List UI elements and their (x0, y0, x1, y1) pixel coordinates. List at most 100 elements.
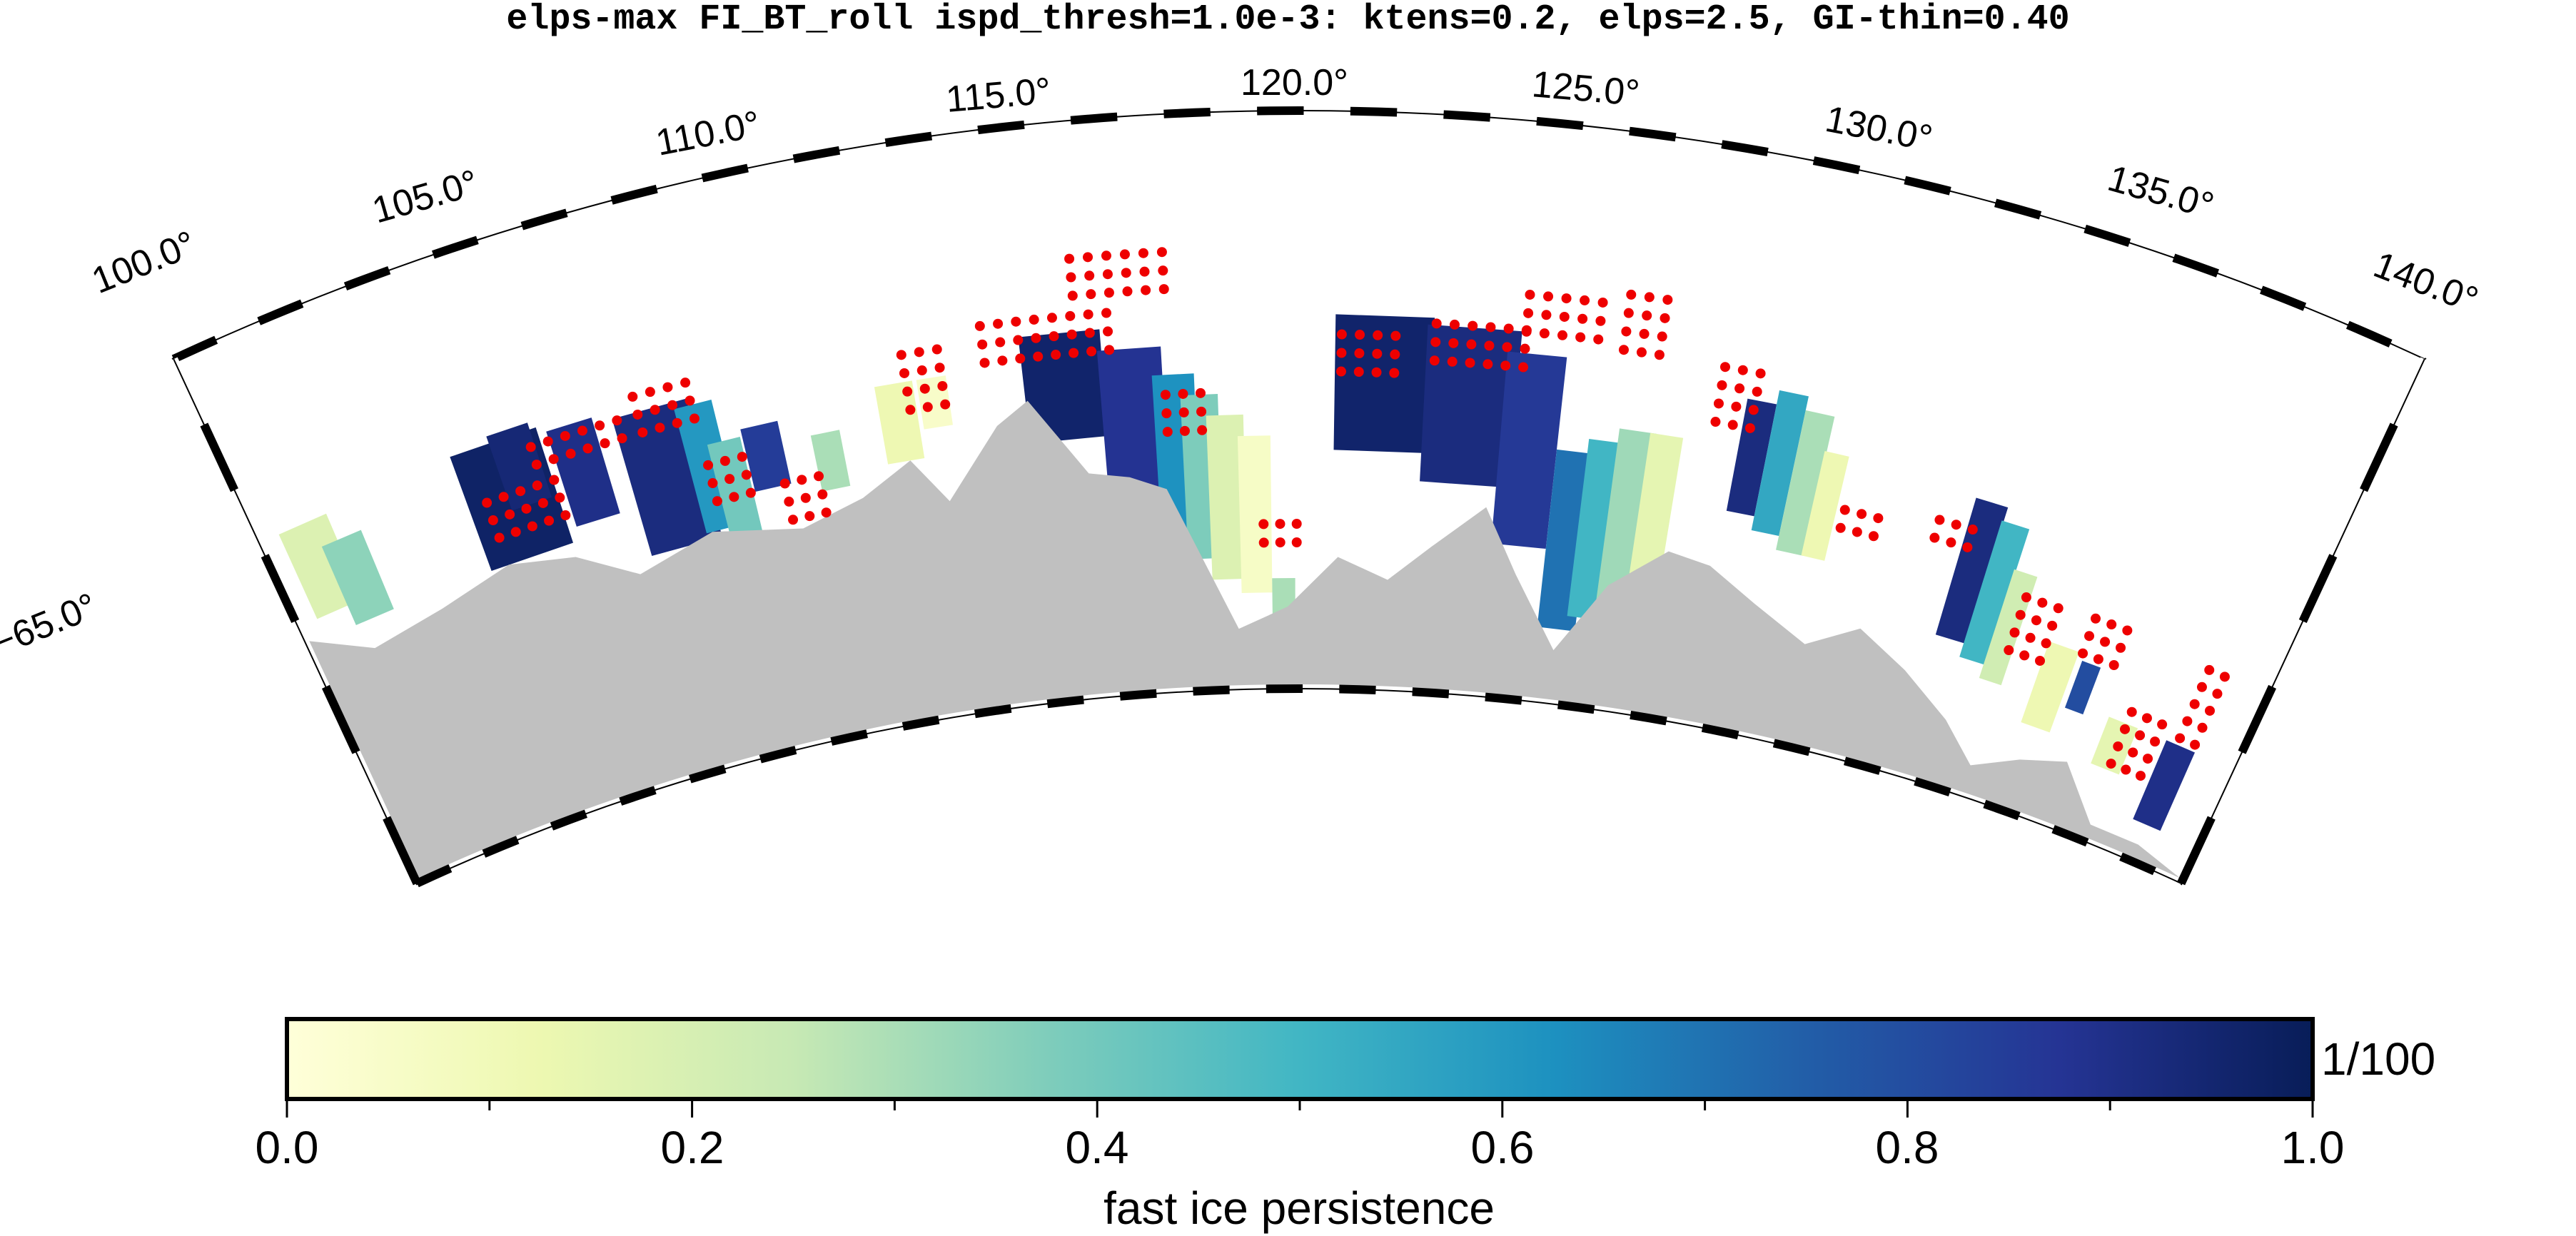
grounded-iceberg-marker (1710, 417, 1721, 427)
grounded-iceberg-marker (1195, 387, 1206, 398)
grounded-iceberg-marker (2106, 759, 2116, 769)
grounded-iceberg-markers (482, 247, 2230, 781)
grounded-iceberg-marker (919, 383, 930, 394)
grounded-iceberg-marker (2019, 650, 2030, 661)
colorbar-tick-label-2: 0.4 (1066, 1122, 1129, 1173)
grounded-iceberg-marker (2053, 603, 2064, 614)
grounded-iceberg-marker (707, 478, 718, 489)
grounded-iceberg-marker (905, 405, 916, 415)
grounded-iceberg-marker (637, 427, 648, 437)
grounded-iceberg-marker (712, 496, 722, 507)
grounded-iceberg-marker (1662, 295, 1673, 305)
lon-label-110: 110.0° (652, 103, 763, 164)
grounded-iceberg-marker (1103, 288, 1114, 298)
grounded-iceberg-marker (788, 515, 799, 525)
grounded-iceberg-marker (2196, 682, 2207, 692)
grounded-iceberg-marker (1138, 248, 1148, 258)
grounded-iceberg-marker (1372, 348, 1383, 359)
grounded-iceberg-marker (2135, 771, 2146, 781)
grounded-iceberg-marker (1122, 286, 1133, 297)
grounded-iceberg-marker (1011, 316, 1021, 327)
grounded-iceberg-marker (1485, 322, 1496, 333)
grounded-iceberg-marker (1559, 311, 1570, 322)
grounded-iceberg-marker (494, 532, 505, 543)
grounded-iceberg-marker (544, 515, 555, 526)
grounded-iceberg-marker (1539, 328, 1550, 339)
grounded-iceberg-marker (2189, 699, 2200, 709)
grounded-iceberg-marker (1429, 355, 1440, 366)
grounded-iceberg-marker (1518, 362, 1529, 373)
grounded-iceberg-marker (1084, 328, 1095, 338)
colorbar-tick-label-4: 0.8 (1876, 1122, 1939, 1173)
grounded-iceberg-marker (1595, 315, 1606, 326)
grounded-iceberg-marker (1468, 320, 1478, 331)
fast-ice-cell (2064, 660, 2101, 715)
grounded-iceberg-marker (995, 337, 1006, 348)
grounded-iceberg-marker (1069, 348, 1079, 358)
colorbar-gradient (285, 1017, 2315, 1101)
grounded-iceberg-marker (1031, 333, 1041, 343)
fast-ice-cell (1751, 390, 1809, 536)
grounded-iceberg-marker (1049, 331, 1059, 342)
grounded-iceberg-marker (595, 420, 605, 431)
grounded-iceberg-marker (2047, 620, 2058, 631)
grounded-iceberg-marker (914, 347, 924, 358)
grounded-iceberg-marker (1521, 326, 1532, 337)
grounded-iceberg-marker (1523, 308, 1534, 318)
grounded-iceberg-marker (977, 339, 988, 350)
fast-ice-cell (278, 513, 363, 619)
grounded-iceberg-marker (2141, 713, 2152, 724)
grounded-iceberg-marker (2021, 592, 2031, 603)
fast-ice-cell (321, 530, 394, 626)
grounded-iceberg-marker (741, 470, 752, 480)
grounded-iceberg-marker (1502, 342, 1512, 353)
grounded-iceberg-marker (2015, 609, 2026, 620)
grounded-iceberg-marker (2212, 689, 2223, 699)
grounded-iceberg-marker (896, 350, 906, 360)
grounded-iceberg-marker (1727, 420, 1738, 430)
lon-label-105: 105.0° (368, 162, 483, 231)
grounded-iceberg-marker (2116, 642, 2126, 653)
grounded-iceberg-marker (1291, 519, 1302, 530)
grounded-iceberg-marker (2084, 631, 2095, 642)
grounded-iceberg-marker (1654, 350, 1665, 360)
fast-ice-cell (740, 420, 792, 492)
grounded-iceberg-marker (1484, 340, 1495, 351)
grounded-iceberg-marker (1258, 537, 1269, 548)
grounded-iceberg-marker (645, 387, 655, 397)
grounded-iceberg-marker (650, 405, 660, 415)
fast-ice-cell (874, 380, 925, 465)
grounded-iceberg-marker (1626, 289, 1637, 300)
grounded-iceberg-marker (779, 478, 790, 489)
colorbar-tick-label-1: 0.2 (661, 1122, 724, 1173)
grounded-iceberg-marker (797, 475, 807, 485)
lon-label-115: 115.0° (944, 70, 1053, 121)
grounded-iceberg-marker (1121, 268, 1131, 278)
grounded-iceberg-marker (627, 391, 638, 402)
grounded-iceberg-marker (1139, 266, 1150, 277)
grounded-iceberg-marker (2120, 724, 2131, 734)
grounded-iceberg-marker (1541, 310, 1552, 320)
grounded-iceberg-marker (1196, 406, 1207, 417)
fast-ice-cell (2133, 740, 2196, 831)
grounded-iceberg-marker (1448, 338, 1459, 348)
grounded-iceberg-marker (1179, 425, 1190, 436)
fast-ice-cell (546, 417, 620, 527)
grounded-iceberg-marker (931, 344, 942, 355)
grounded-iceberg-marker (1178, 388, 1188, 399)
grounded-iceberg-marker (2126, 706, 2137, 717)
grounded-iceberg-marker (729, 492, 739, 502)
fast-ice-cell (1237, 435, 1273, 594)
grounded-iceberg-marker (745, 487, 756, 498)
grounded-iceberg-marker (1465, 358, 1475, 368)
grounded-iceberg-marker (1158, 284, 1169, 295)
grounded-iceberg-marker (724, 474, 735, 485)
grounded-iceberg-marker (1101, 308, 1112, 318)
grounded-iceberg-marker (537, 497, 548, 508)
grounded-iceberg-marker (521, 503, 532, 514)
grounded-iceberg-marker (1929, 532, 1940, 543)
grounded-iceberg-marker (1373, 330, 1383, 340)
grounded-iceberg-marker (1623, 308, 1634, 318)
grounded-iceberg-marker (482, 497, 493, 508)
grounded-iceberg-marker (1355, 330, 1365, 340)
